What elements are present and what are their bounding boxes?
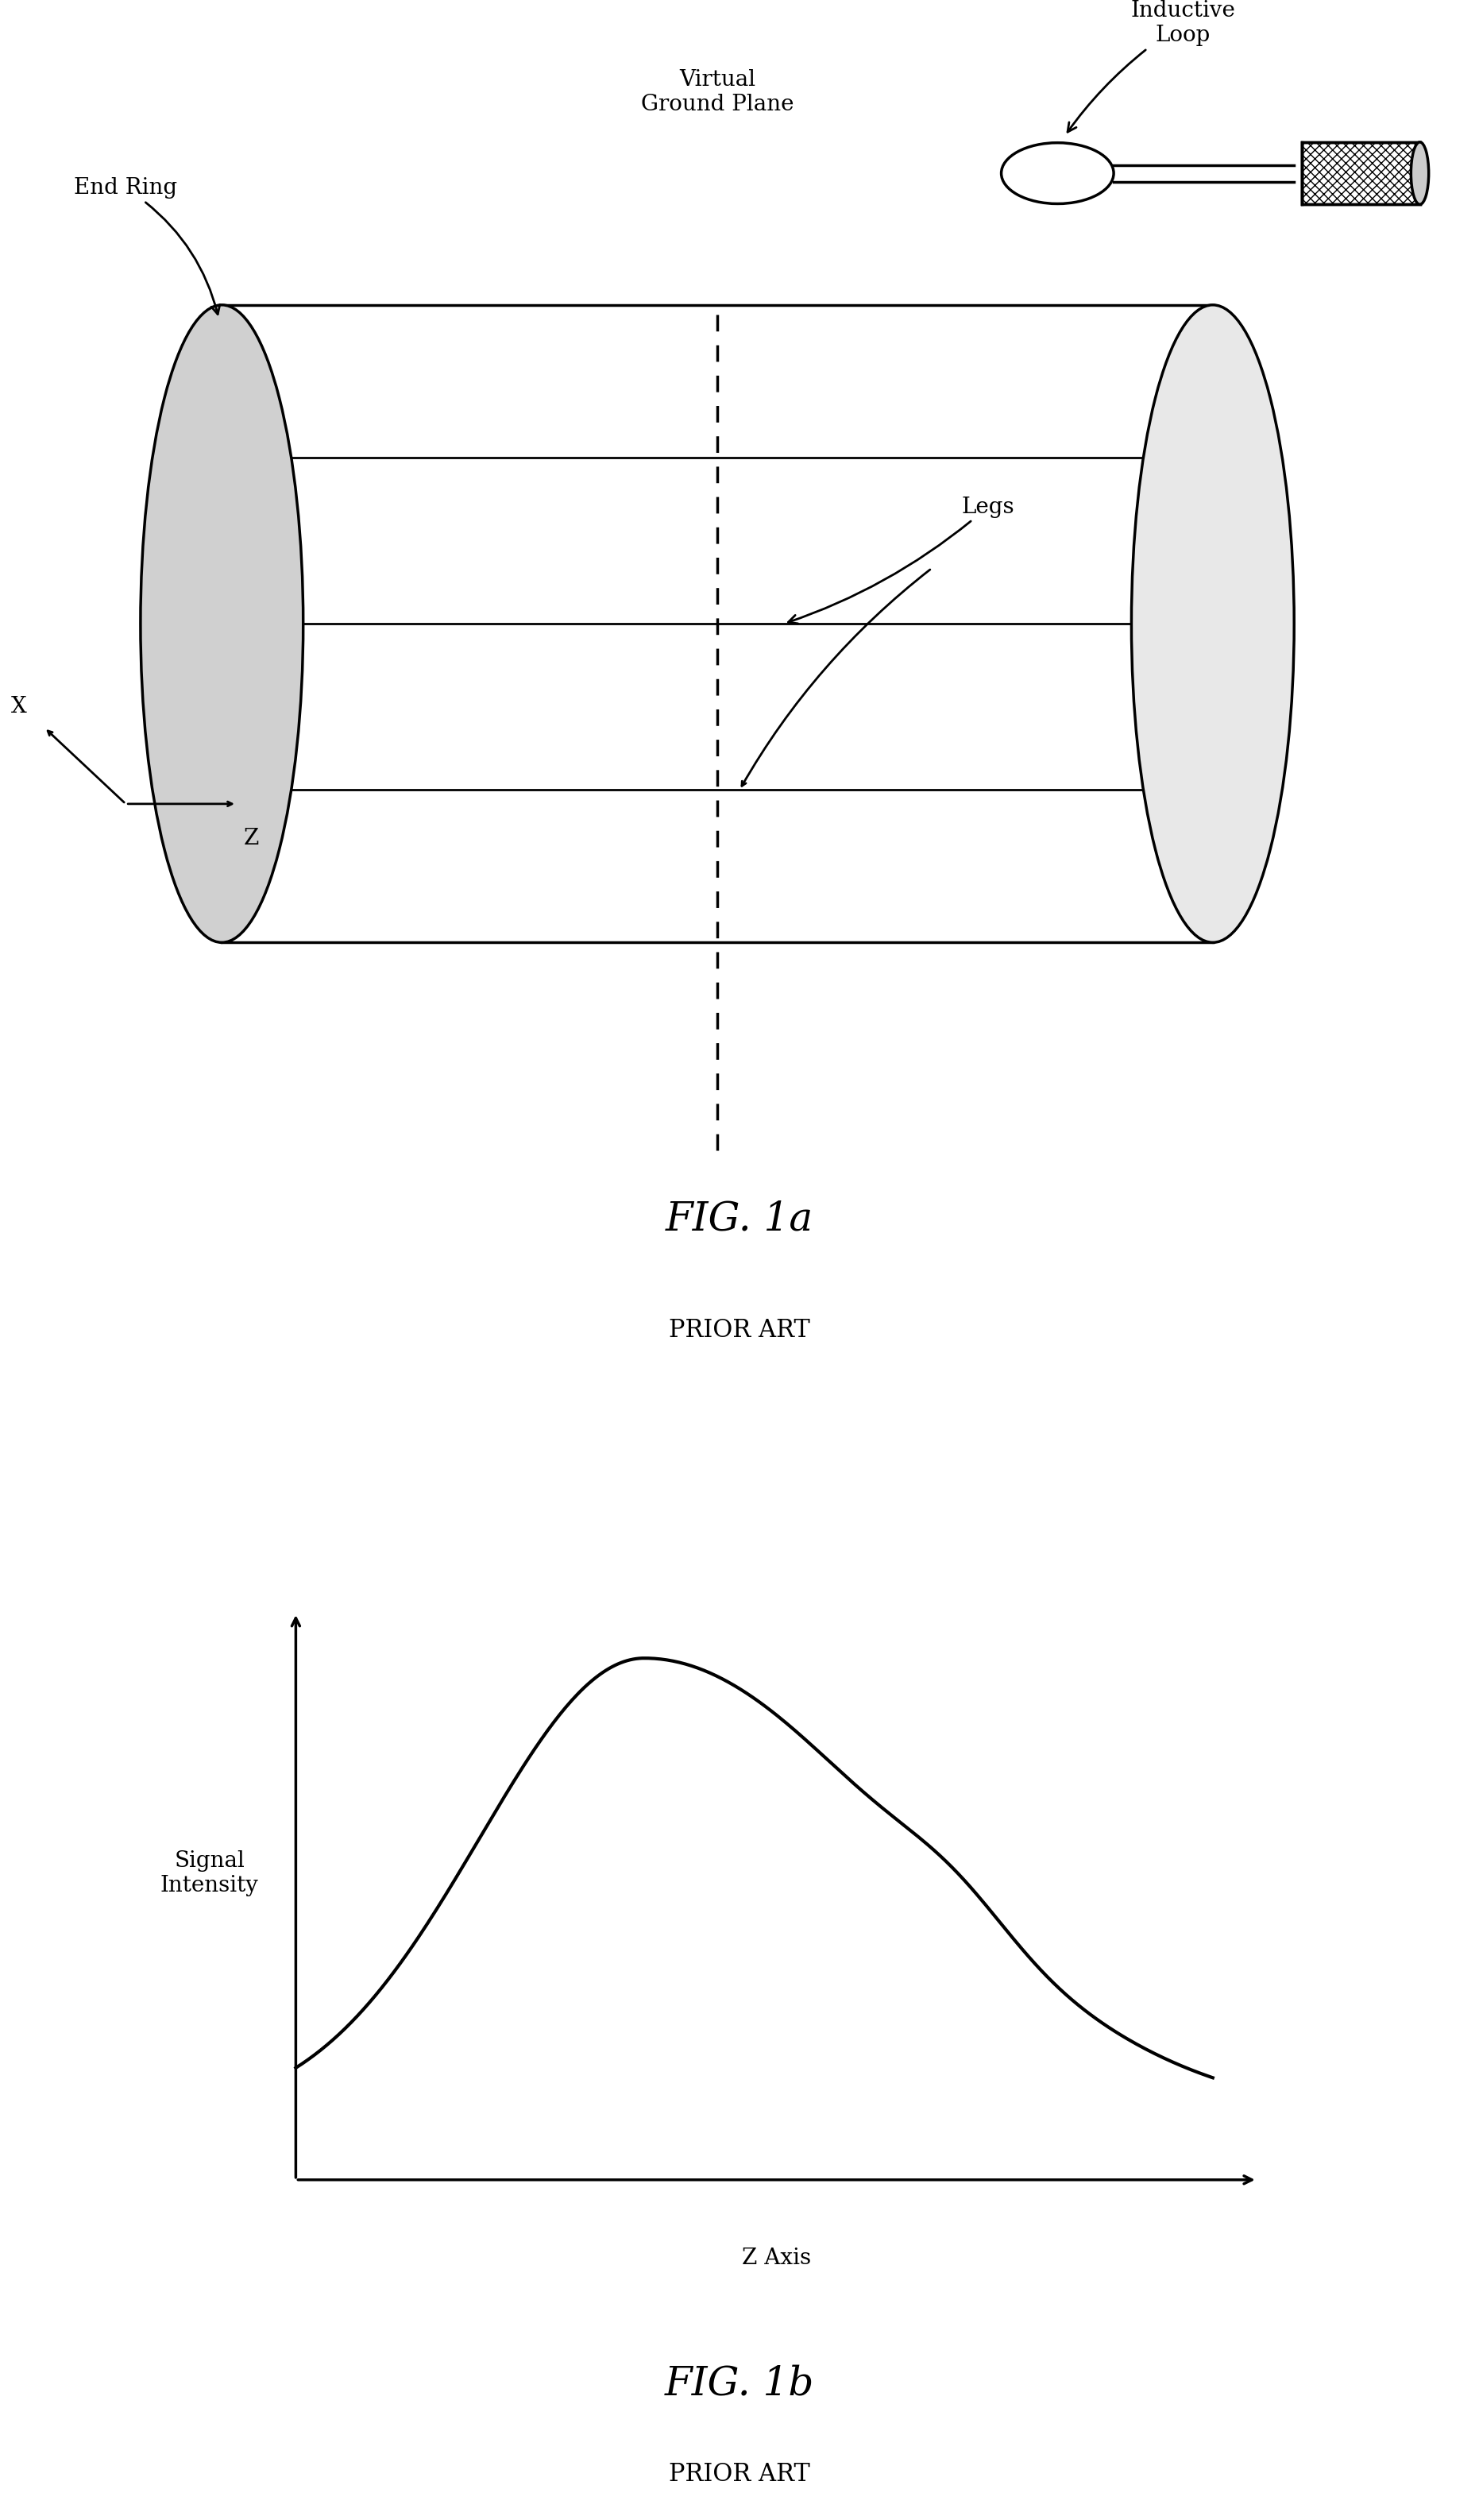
- Text: Virtual
Ground Plane: Virtual Ground Plane: [640, 68, 794, 116]
- Text: Z Axis: Z Axis: [742, 2248, 810, 2271]
- Text: X: X: [12, 696, 27, 718]
- Text: FIG. 1b: FIG. 1b: [664, 2364, 815, 2404]
- Bar: [1302, 141, 1420, 204]
- Text: Inductive
Loop: Inductive Loop: [1068, 0, 1235, 131]
- Text: FIG. 1a: FIG. 1a: [666, 1200, 813, 1240]
- Ellipse shape: [1131, 305, 1294, 942]
- Text: Legs: Legs: [788, 496, 1015, 622]
- Text: PRIOR ART: PRIOR ART: [669, 2462, 810, 2487]
- Text: PRIOR ART: PRIOR ART: [669, 1318, 810, 1343]
- Ellipse shape: [1001, 144, 1114, 204]
- Text: Z: Z: [244, 827, 259, 849]
- Bar: [1302, 141, 1420, 204]
- Ellipse shape: [141, 305, 303, 942]
- Text: End Ring: End Ring: [74, 176, 220, 315]
- Ellipse shape: [1411, 141, 1429, 204]
- Text: Signal
Intensity: Signal Intensity: [160, 1850, 259, 1898]
